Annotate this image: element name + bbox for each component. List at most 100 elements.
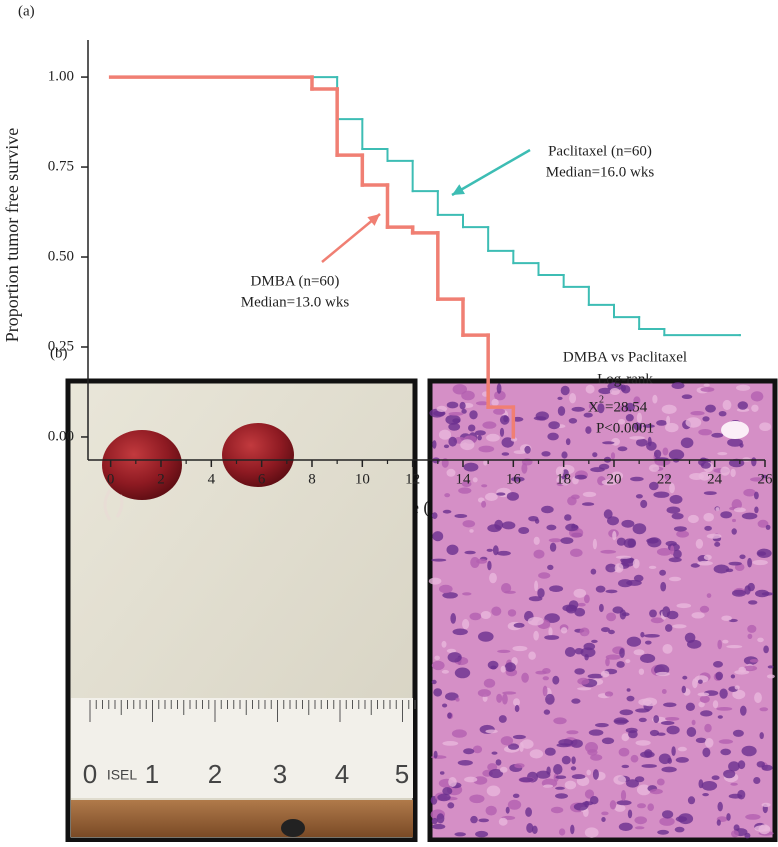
x-tick-label: 16 [506,471,522,487]
tissue-cell [733,507,746,513]
tissue-cell [495,759,502,766]
tissue-cell [640,499,648,509]
tissue-cell [700,461,711,469]
stats-text: 2 [599,394,604,405]
tissue-cell [558,828,566,836]
tissue-cell [686,727,697,737]
tissue-cell [720,748,732,756]
tissue-cell [519,777,534,783]
photo-tumors [65,378,418,843]
tissue-cell [470,815,478,824]
tissue-cell [533,549,545,559]
tissue-cell [431,558,447,562]
tissue-cell [647,436,652,447]
tissue-cell [630,476,644,482]
tissue-cell [565,523,579,532]
tissue-cell [571,406,585,412]
tissue-cell [730,468,736,478]
tissue-cell [636,784,651,796]
tissue-cell [601,479,618,486]
tissue-cell [546,766,551,775]
tissue-cell [433,688,443,697]
panel-label: (a) [18,3,35,19]
tissue-cell [706,593,712,598]
tissue-cell [527,616,544,626]
tissue-cell [728,793,743,799]
tissue-cell [431,512,438,519]
tissue-cell [571,774,586,780]
tissue-cell [571,756,576,765]
tissue-cell [514,704,520,713]
tissue-cell [499,415,510,425]
tissue-cell [570,824,575,835]
tissue-cell [496,550,511,556]
tissue-cell [691,612,705,619]
tissue-cell [546,524,557,531]
x-tick-label: 4 [208,471,216,487]
tissue-cell [757,551,767,556]
tissue-cell [722,399,732,411]
tissue-cell [469,794,485,804]
tissue-cell [533,630,539,641]
tissue-cell [671,382,685,389]
tissue-cell [669,576,681,582]
tissue-cell [441,669,449,674]
tissue-cell [541,505,554,514]
tissue-cell [758,824,771,835]
tissue-cell [630,754,639,763]
tissue-cell [660,581,667,592]
tissue-cell [719,688,728,699]
tissue-cell [700,710,713,717]
tissue-cell [535,411,549,421]
y-tick-label: 0.75 [48,158,74,174]
tissue-cell [533,536,540,545]
tissue-cell [514,763,525,769]
arrow-head [452,184,465,195]
tissue-cell [544,747,556,756]
tissue-cell [656,420,667,426]
tissue-cell [462,619,470,630]
tissue-cell [662,810,674,819]
tissue-cell [531,825,538,834]
tissue-cell [542,685,548,697]
ruler-label: 0 [83,759,97,789]
tissue-cell [716,707,733,711]
tissue-cell [512,793,520,798]
tissue-cell [454,832,467,837]
x-tick-label: 18 [556,471,571,487]
tissue-cell [609,388,621,395]
tissue-cell [485,805,497,816]
tissue-cell [728,561,742,566]
tissue-cell [621,733,630,742]
tissue-cell [741,512,758,520]
tissue-cell [616,800,632,806]
tissue-cell [703,491,717,495]
tissue-cell [553,764,563,775]
tissue-cell [574,607,586,617]
tissue-cell [504,662,516,672]
tissue-cell [640,631,645,638]
tissue-cell [690,411,705,416]
tissue-cell [759,707,769,712]
tissue-cell [682,675,688,680]
tissue-cell [715,671,723,681]
tissue-cell [732,689,746,700]
tissue-cell [698,679,703,684]
tissue-cell [585,426,592,434]
tissue-cell [498,817,508,826]
tissue-cell [656,548,672,556]
tissue-cell [582,491,597,497]
tissue-cell [493,408,506,415]
tissue-cell [586,769,591,776]
tissue-cell [452,628,468,636]
tissue-cell [612,606,624,614]
tissue-cell [695,538,704,549]
tissue-cell [662,447,669,456]
tissue-cell [614,804,626,812]
tissue-cell [749,659,759,663]
stats-text: =28.54 [605,399,648,415]
tissue-cell [627,809,633,819]
tissue-cell [739,554,746,560]
tissue-cell [751,404,759,412]
x-tick-label: 22 [657,471,672,487]
